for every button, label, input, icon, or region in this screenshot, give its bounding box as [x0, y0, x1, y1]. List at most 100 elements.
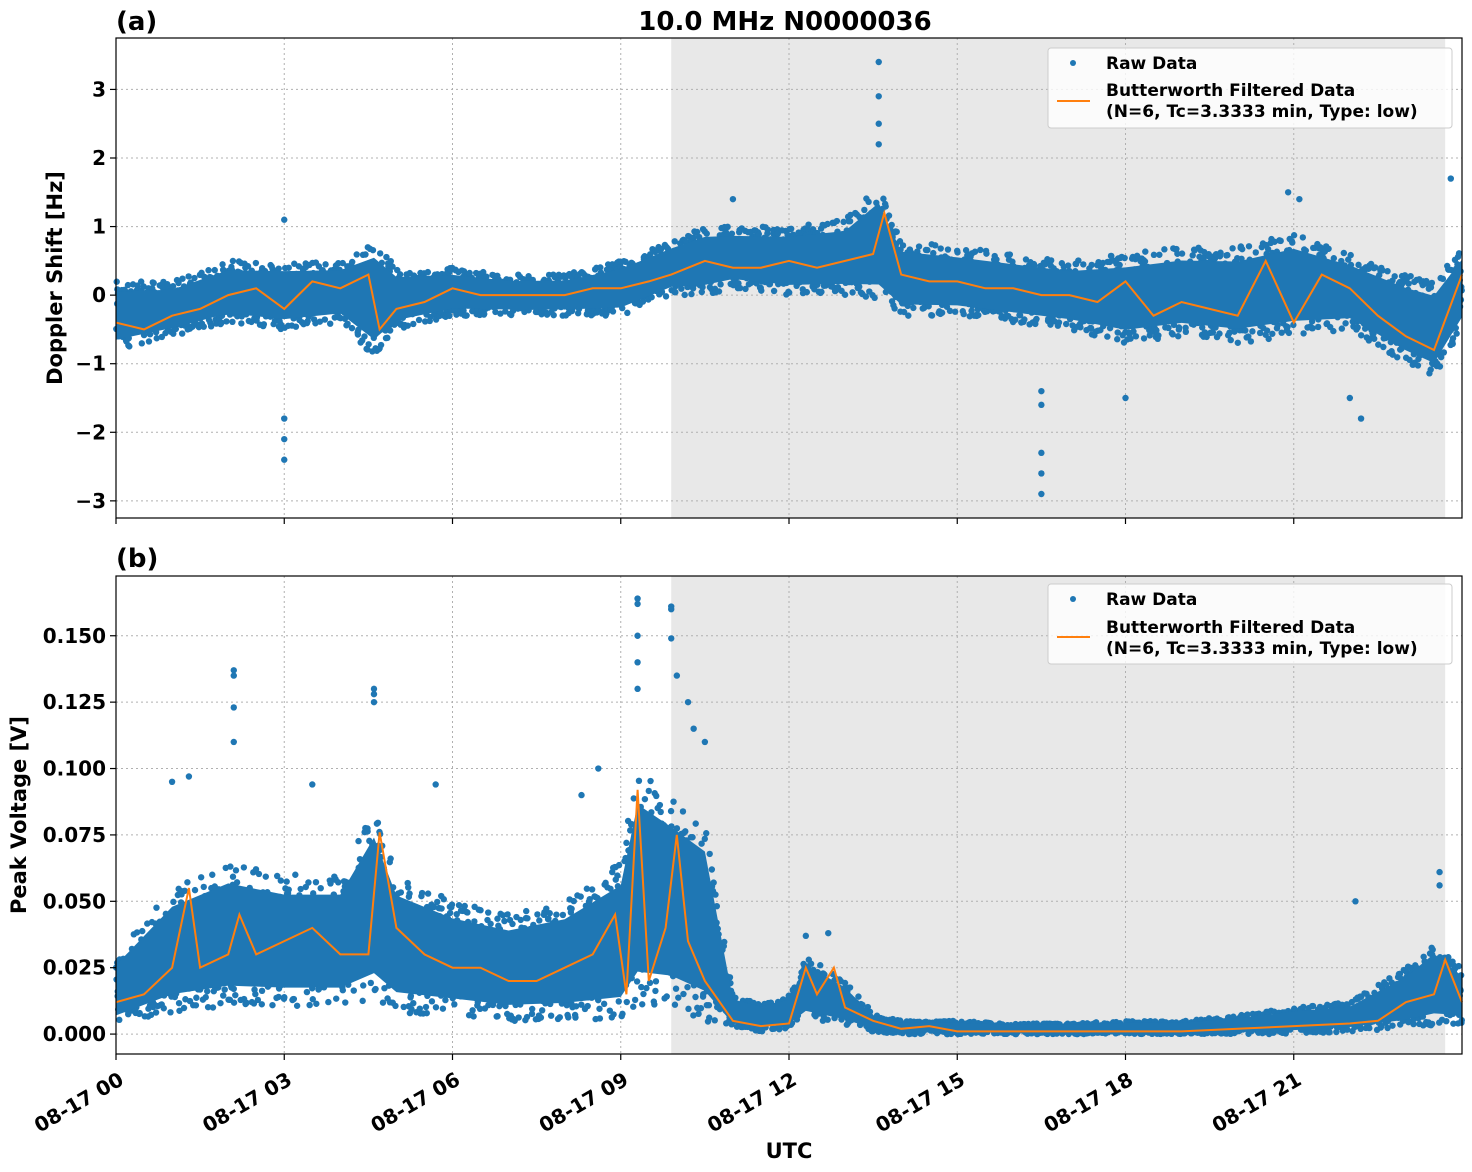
raw-point	[277, 877, 285, 884]
raw-point	[764, 226, 772, 234]
raw-point	[630, 795, 637, 802]
raw-point	[260, 321, 268, 328]
raw-point	[487, 920, 494, 928]
raw-point	[1174, 333, 1182, 340]
raw-point	[219, 261, 226, 268]
raw-point	[880, 195, 887, 202]
raw-point	[954, 249, 961, 256]
raw-point	[1064, 262, 1072, 269]
raw-point	[1216, 330, 1223, 337]
raw-point	[944, 246, 952, 253]
raw-point	[818, 288, 825, 296]
raw-point	[285, 886, 292, 893]
raw-point	[397, 889, 405, 896]
raw-point	[951, 308, 959, 315]
raw-point	[1284, 323, 1291, 331]
raw-point	[342, 999, 349, 1006]
raw-point	[258, 1001, 265, 1008]
raw-point	[1289, 239, 1296, 246]
legend-filtered-label-1: Butterworth Filtered Data	[1106, 81, 1355, 101]
raw-point	[305, 879, 312, 886]
raw-point	[424, 890, 432, 897]
raw-point	[1309, 324, 1316, 332]
y-tick-label: −1	[75, 352, 106, 376]
raw-point	[221, 986, 228, 993]
raw-point	[1414, 362, 1422, 369]
raw-point	[367, 979, 375, 987]
raw-point	[185, 273, 192, 280]
raw-point	[440, 896, 448, 903]
y-tick-label: 0	[92, 283, 106, 307]
raw-spike-point	[1038, 387, 1045, 395]
raw-point	[692, 993, 699, 1001]
raw-point	[556, 1014, 563, 1021]
raw-point	[1347, 251, 1354, 259]
raw-point	[640, 990, 647, 998]
raw-point	[824, 220, 831, 228]
raw-point	[1427, 366, 1434, 373]
raw-point	[1314, 323, 1322, 331]
raw-point	[1227, 336, 1234, 344]
raw-point	[938, 309, 946, 316]
raw-point	[455, 901, 463, 909]
raw-point	[116, 1016, 123, 1024]
raw-point	[962, 247, 970, 254]
y-tick-label: 3	[92, 77, 106, 101]
panel-a-legend: Raw Data Butterworth Filtered Data (N=6,…	[1047, 47, 1453, 129]
raw-point	[316, 318, 324, 325]
raw-point	[705, 1001, 713, 1009]
raw-point	[657, 808, 664, 816]
raw-point	[1342, 320, 1349, 327]
raw-point	[405, 884, 412, 891]
raw-point	[361, 333, 368, 340]
raw-spike-point	[281, 415, 288, 422]
raw-point	[438, 905, 445, 912]
raw-point	[1394, 354, 1401, 361]
raw-point	[993, 256, 1000, 263]
raw-point	[1132, 333, 1140, 340]
raw-point	[840, 218, 847, 226]
raw-point	[153, 904, 160, 911]
raw-point	[679, 808, 687, 815]
raw-point	[609, 308, 617, 315]
raw-spike-point	[1038, 470, 1045, 477]
raw-point	[770, 287, 778, 295]
raw-point	[565, 1014, 572, 1021]
raw-point	[785, 289, 793, 296]
raw-point	[145, 338, 153, 345]
raw-point	[374, 819, 382, 826]
raw-point	[230, 985, 237, 993]
raw-point	[656, 801, 664, 809]
raw-point	[1238, 245, 1246, 253]
raw-point	[205, 267, 212, 274]
raw-point	[515, 1014, 522, 1021]
raw-point	[577, 893, 584, 900]
raw-point	[387, 257, 394, 265]
raw-point	[717, 281, 724, 288]
raw-point	[572, 1014, 579, 1021]
raw-point	[227, 863, 234, 870]
raw-point	[1384, 267, 1391, 275]
raw-point	[899, 242, 907, 249]
raw-point	[550, 311, 557, 319]
raw-point	[230, 999, 238, 1006]
raw-point	[1161, 246, 1168, 253]
raw-point	[1178, 250, 1186, 257]
raw-point	[306, 1001, 313, 1009]
raw-spike-point	[875, 58, 882, 66]
raw-point	[846, 217, 854, 225]
raw-point	[1453, 330, 1460, 337]
raw-point	[849, 289, 856, 296]
y-tick-label: 1	[92, 215, 106, 239]
raw-point	[588, 886, 596, 893]
raw-point	[1016, 312, 1024, 319]
raw-point	[1217, 249, 1224, 256]
raw-point	[600, 1000, 608, 1008]
raw-point	[464, 909, 471, 916]
raw-point	[1449, 340, 1456, 348]
raw-point	[209, 871, 216, 878]
raw-point	[1407, 272, 1414, 280]
raw-point	[362, 251, 369, 258]
raw-point	[699, 284, 706, 291]
raw-point	[1182, 328, 1190, 336]
